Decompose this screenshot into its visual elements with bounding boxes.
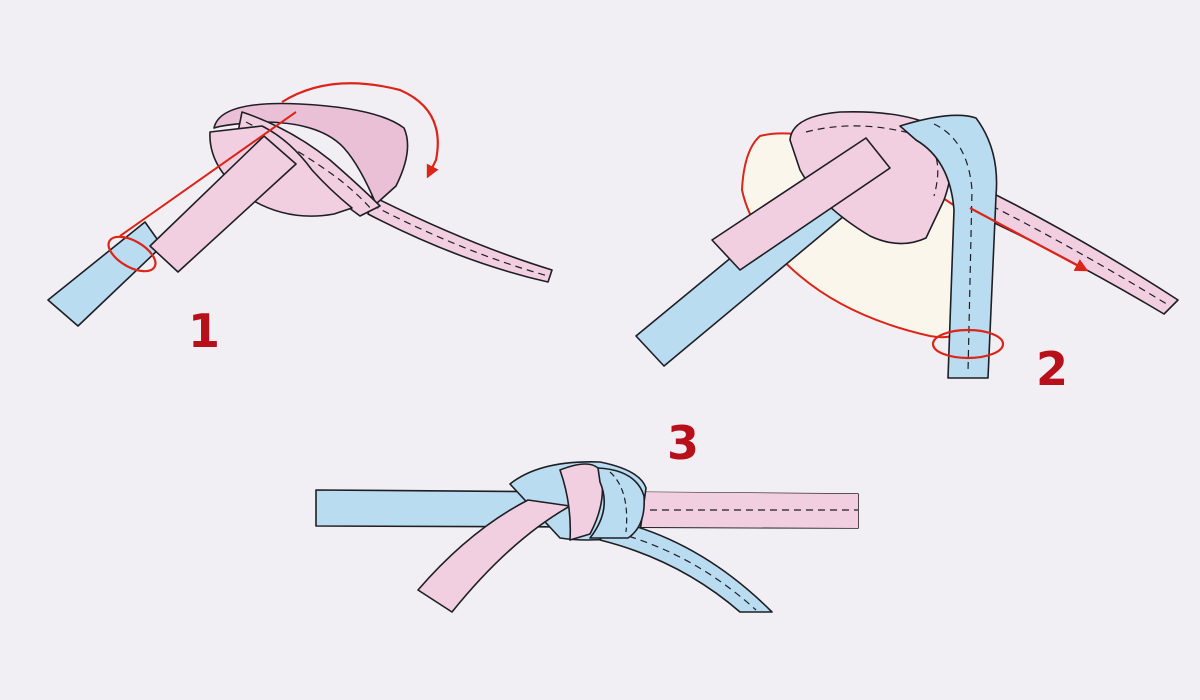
step-2-red-ring — [931, 328, 1005, 360]
step-2-loop-stitch — [805, 125, 939, 197]
step-2-blue-stitch — [933, 123, 973, 373]
step-number-1: 1 — [188, 304, 221, 358]
step-3-illustration — [315, 461, 859, 613]
step-1-illustration — [47, 82, 553, 327]
step-1-pink-tail — [367, 195, 553, 283]
step-1-blue-belt — [47, 221, 163, 327]
step-3-knot-front — [559, 463, 604, 541]
step-2-blue-end — [899, 114, 998, 379]
step-number-2: 2 — [1036, 342, 1069, 396]
step-1-red-path — [119, 111, 297, 237]
step-2-pink-end — [711, 137, 891, 271]
step-number-3: 3 — [667, 416, 700, 470]
step-3-knot-wrap — [589, 467, 645, 539]
step-3-blue-tail-stitch — [605, 529, 757, 611]
step-1-red-ring — [107, 235, 157, 273]
step-3-wrap-stitch — [609, 471, 628, 533]
step-1-pink-end — [149, 135, 297, 273]
step-1-tail-stitch — [371, 204, 549, 277]
straight-arrow-icon — [969, 207, 1089, 272]
curved-arrow-icon — [281, 82, 439, 179]
step-3-blue-tail — [599, 519, 773, 613]
step-2-illustration — [635, 110, 1179, 379]
